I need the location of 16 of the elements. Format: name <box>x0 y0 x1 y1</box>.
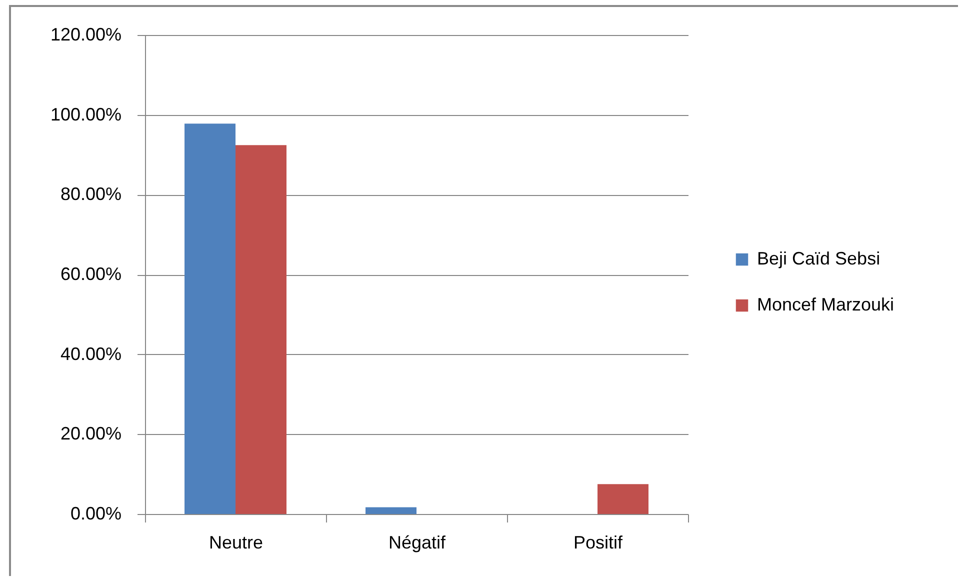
x-tick-label: Positif <box>573 532 624 552</box>
y-tick-label: 60.00% <box>60 264 122 284</box>
legend-label: Moncef Marzouki <box>757 294 894 314</box>
bar <box>598 484 648 514</box>
y-tick-label: 100.00% <box>50 104 122 124</box>
bar <box>236 145 286 514</box>
y-tick-label: 40.00% <box>60 344 122 364</box>
y-tick-label: 80.00% <box>60 184 122 204</box>
legend-label: Beji Caïd Sebsi <box>757 248 880 268</box>
bar <box>184 124 236 514</box>
x-tick-label: Neutre <box>208 532 264 552</box>
y-tick-label: 20.00% <box>60 424 122 444</box>
x-tick-label: Négatif <box>388 532 447 552</box>
y-tick-label: 120.00% <box>50 24 122 44</box>
y-tick-label: 0.00% <box>70 504 122 524</box>
bar <box>366 507 416 514</box>
